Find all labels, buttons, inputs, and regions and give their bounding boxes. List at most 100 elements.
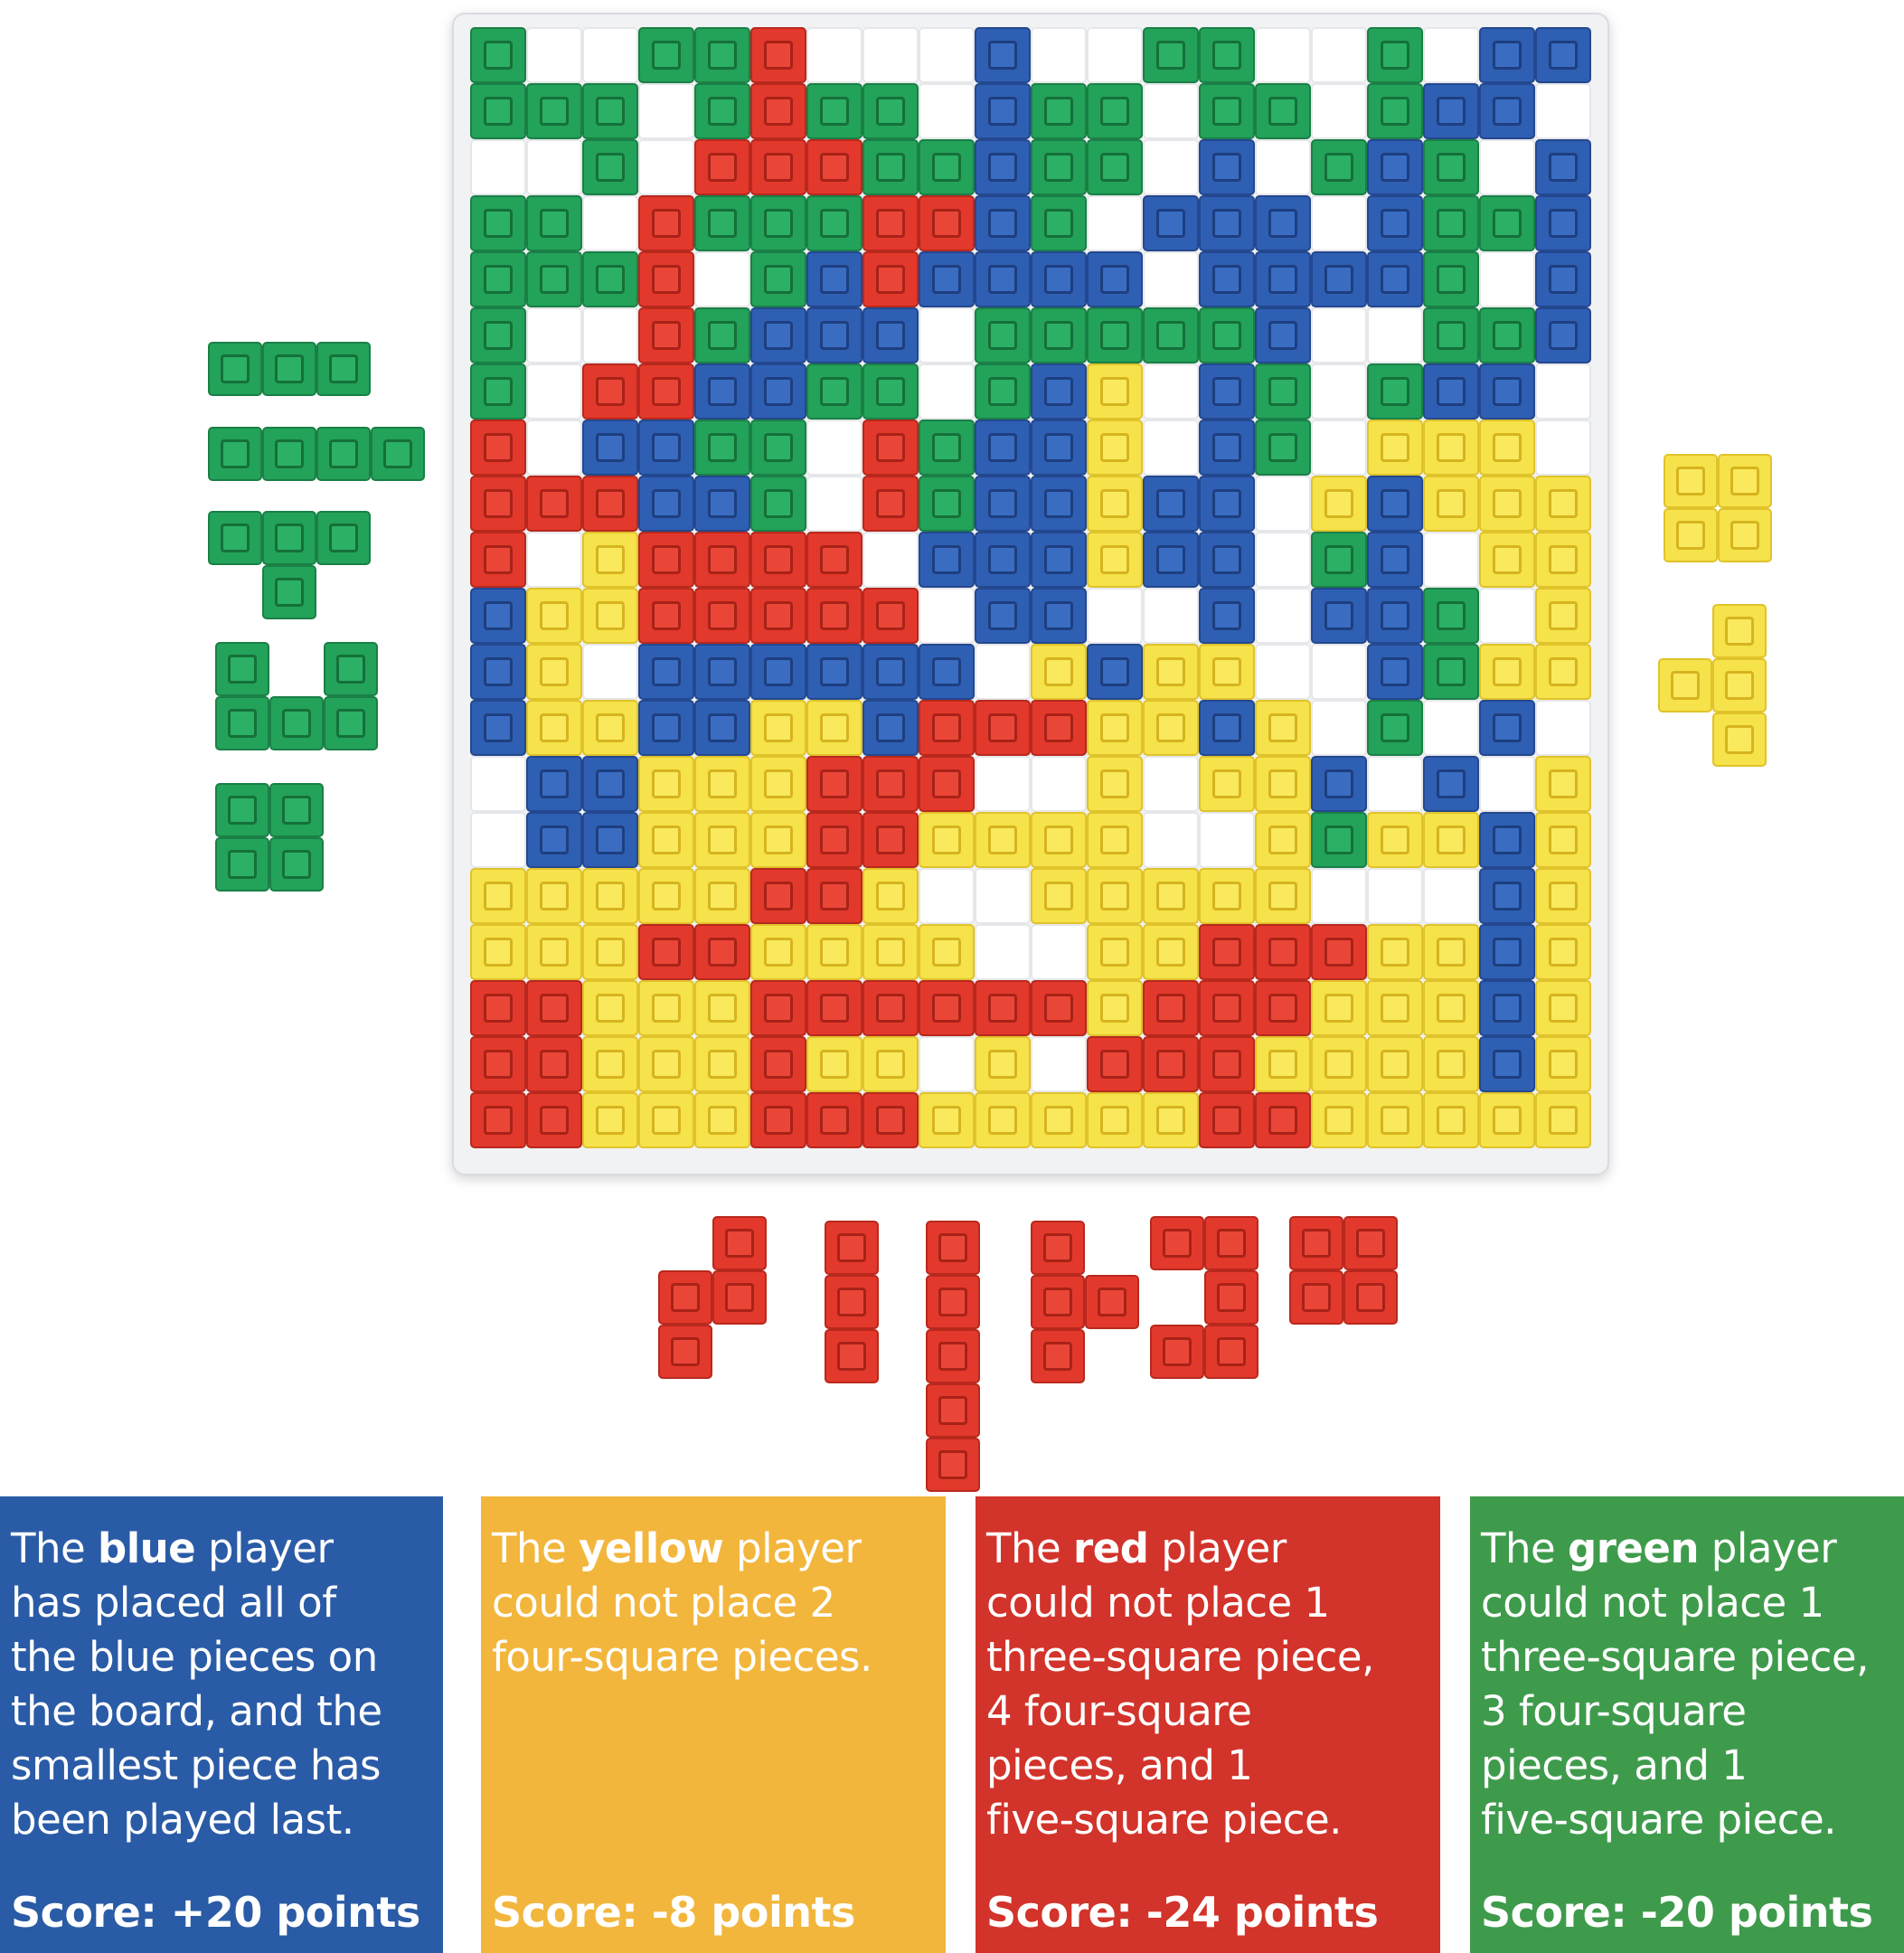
green-board-square — [919, 420, 975, 476]
yellow-board-square — [582, 980, 638, 1036]
green-board-square — [975, 307, 1031, 363]
empty-board-square — [862, 27, 919, 83]
green-board-square — [1423, 139, 1479, 195]
blue-board-square — [1535, 195, 1591, 251]
piece-square — [1664, 454, 1718, 508]
piece-square — [1150, 1216, 1204, 1270]
empty-board-square — [1535, 363, 1591, 420]
yellow-board-square — [919, 924, 975, 980]
yellow-board-square — [1367, 1092, 1423, 1148]
empty-board-square — [1087, 27, 1143, 83]
red-board-square — [806, 980, 862, 1036]
yellow-board-square — [470, 868, 526, 924]
empty-board-square — [919, 1036, 975, 1092]
blue-board-square — [862, 644, 919, 700]
blue-board-square — [638, 644, 694, 700]
empty-board-square — [1143, 420, 1199, 476]
empty-board-square — [1535, 700, 1591, 756]
red-board-square — [750, 27, 806, 83]
blue-board-square — [1311, 756, 1367, 812]
green-board-square — [1143, 307, 1199, 363]
blue-board-square — [1199, 195, 1255, 251]
red-board-square — [694, 532, 750, 588]
blue-board-square — [1535, 251, 1591, 307]
empty-board-square — [1311, 307, 1367, 363]
empty-board-square — [1311, 644, 1367, 700]
yellow-board-square — [1535, 756, 1591, 812]
empty-board-square — [919, 83, 975, 139]
red-panel-text: The red player could not place 1 three-s… — [986, 1524, 1374, 1844]
blue-board-square — [1255, 307, 1311, 363]
empty-board-square — [638, 83, 694, 139]
red-board-square — [750, 83, 806, 139]
blue-board-square — [1535, 307, 1591, 363]
red-board-square — [582, 476, 638, 532]
yellow-board-square — [526, 644, 582, 700]
red-board-square — [526, 476, 582, 532]
green-board-square — [470, 251, 526, 307]
piece-square — [1712, 658, 1767, 712]
piece-square — [1204, 1325, 1258, 1379]
yellow-board-square — [638, 1036, 694, 1092]
blue-board-square — [1479, 700, 1535, 756]
green-board-square — [1423, 644, 1479, 700]
red-board-square — [526, 1036, 582, 1092]
empty-board-square — [1255, 588, 1311, 644]
red-board-square — [470, 532, 526, 588]
empty-board-square — [582, 27, 638, 83]
blue-board-square — [1423, 83, 1479, 139]
yellow-board-square — [975, 812, 1031, 868]
piece-square — [926, 1275, 980, 1329]
blue-board-square — [1423, 756, 1479, 812]
yellow-board-square — [1423, 924, 1479, 980]
yellow-board-square — [526, 868, 582, 924]
empty-board-square — [1311, 420, 1367, 476]
yellow-board-square — [1087, 756, 1143, 812]
piece-square — [208, 342, 262, 396]
empty-board-square — [582, 644, 638, 700]
yellow-board-square — [1143, 700, 1199, 756]
yellow-board-square — [806, 924, 862, 980]
piece-square — [1031, 1221, 1085, 1275]
yellow-board-square — [1199, 868, 1255, 924]
blue-board-square — [1367, 139, 1423, 195]
blue-board-square — [694, 644, 750, 700]
red-board-square — [638, 363, 694, 420]
piece-square — [316, 427, 371, 481]
empty-board-square — [526, 420, 582, 476]
yellow-board-square — [975, 1092, 1031, 1148]
yellow-board-square — [1423, 476, 1479, 532]
red-board-square — [638, 251, 694, 307]
blue-board-square — [470, 700, 526, 756]
red-board-square — [1087, 1036, 1143, 1092]
red-board-square — [1255, 980, 1311, 1036]
green-board-square — [1311, 139, 1367, 195]
blue-board-square — [1479, 924, 1535, 980]
green-board-square — [1199, 83, 1255, 139]
red-board-square — [1255, 1092, 1311, 1148]
green-board-square — [1367, 83, 1423, 139]
red-board-square — [862, 756, 919, 812]
yellow-board-square — [1535, 1092, 1591, 1148]
green-score: Score: -20 points — [1481, 1888, 1873, 1937]
yellow-board-square — [1479, 532, 1535, 588]
yellow-board-square — [638, 756, 694, 812]
green-score-panel: The green player could not place 1 three… — [1470, 1496, 1904, 1953]
empty-board-square — [1423, 532, 1479, 588]
red-board-square — [470, 980, 526, 1036]
empty-board-square — [694, 251, 750, 307]
empty-board-square — [1199, 812, 1255, 868]
yellow-board-square — [1087, 924, 1143, 980]
blue-board-square — [862, 700, 919, 756]
piece-square — [825, 1329, 879, 1383]
empty-board-square — [919, 27, 975, 83]
yellow-board-square — [1087, 980, 1143, 1036]
piece-square — [1718, 508, 1772, 562]
red-board-square — [470, 476, 526, 532]
blue-board-square — [1367, 588, 1423, 644]
blue-board-square — [1367, 476, 1423, 532]
empty-board-square — [470, 812, 526, 868]
green-panel-text: The green player could not place 1 three… — [1481, 1524, 1869, 1844]
yellow-board-square — [582, 700, 638, 756]
blue-board-square — [526, 812, 582, 868]
